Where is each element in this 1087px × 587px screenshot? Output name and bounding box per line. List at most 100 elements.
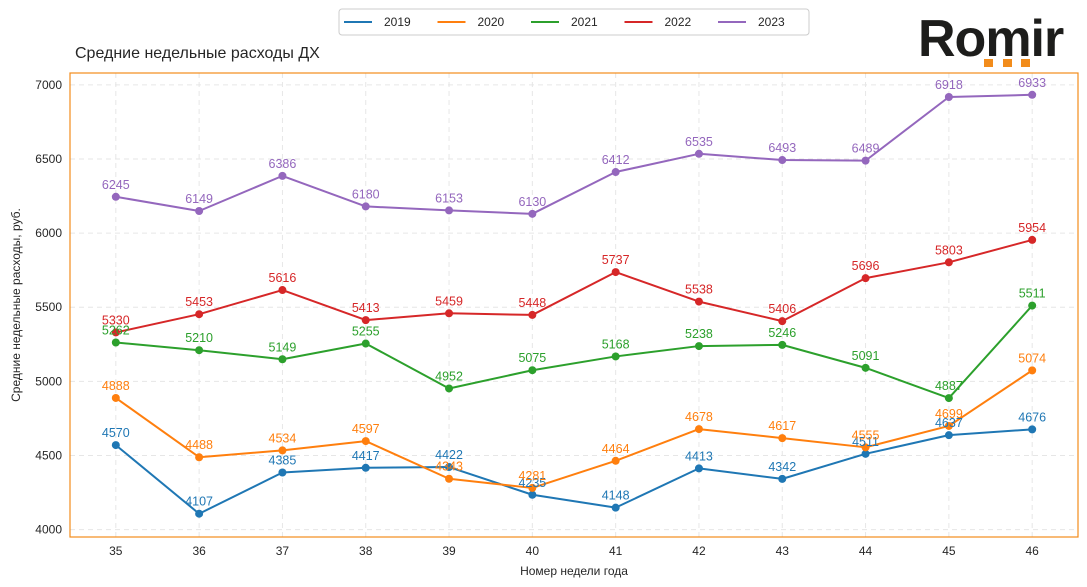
data-label: 5330 (102, 313, 130, 327)
grid (70, 73, 1078, 537)
plot-frame (69, 72, 1079, 538)
data-label: 6535 (685, 135, 713, 149)
data-label: 5238 (685, 327, 713, 341)
data-label: 4555 (852, 428, 880, 442)
data-label: 5737 (602, 253, 630, 267)
data-label: 5255 (352, 325, 380, 339)
data-point (778, 156, 787, 165)
data-point (445, 463, 454, 472)
data-label: 5538 (685, 283, 713, 297)
x-tick-label: 41 (609, 544, 623, 558)
data-label: 4597 (352, 422, 380, 436)
data-point (445, 206, 454, 215)
data-label: 4570 (102, 426, 130, 440)
x-tick-label: 44 (859, 544, 873, 558)
legend-item-2019: 2019 (344, 15, 411, 29)
series-2020 (111, 366, 1037, 492)
data-label: 4235 (518, 476, 546, 490)
data-point (778, 340, 787, 349)
data-point (1028, 366, 1037, 375)
data-label: 5075 (518, 351, 546, 365)
x-tick-label: 46 (1026, 544, 1040, 558)
data-label: 6180 (352, 187, 380, 201)
data-label: 4488 (185, 438, 213, 452)
y-tick-label: 6500 (35, 152, 62, 166)
data-label: 6493 (768, 141, 796, 155)
data-point (1028, 425, 1037, 434)
data-point (195, 453, 204, 462)
logo-dot (1021, 59, 1030, 67)
series-2022 (111, 235, 1037, 337)
data-point (278, 286, 287, 295)
data-point (195, 346, 204, 355)
data-point (611, 268, 620, 277)
x-tick-label: 35 (109, 544, 123, 558)
data-label: 4637 (935, 416, 963, 430)
data-point (611, 352, 620, 361)
chart-title: Средние недельные расходы ДХ (75, 45, 320, 62)
data-point (445, 309, 454, 318)
series-line-2019 (115, 428, 1033, 515)
legend-item-2021: 2021 (531, 15, 598, 29)
logo-dot (984, 59, 993, 67)
data-point (861, 443, 870, 452)
data-label: 4511 (852, 435, 879, 449)
legend-label: 2020 (478, 15, 505, 29)
y-tick-label: 5000 (35, 374, 62, 388)
data-label: 4464 (602, 442, 630, 456)
data-label: 4148 (602, 489, 630, 503)
data-point (944, 258, 953, 267)
data-label: 5406 (768, 302, 796, 316)
data-label: 4534 (269, 431, 297, 445)
y-axis-ticks: 4000 4500 5000 5500 6000 6500 7000 (35, 78, 62, 537)
data-point (1028, 90, 1037, 99)
x-axis-label: Номер недели года (520, 564, 628, 578)
series-2019 (111, 425, 1037, 518)
data-labels: 4570 4107 4385 4417 4422 4235 4148 4413 4342 4511… (102, 76, 1046, 509)
series-2023 (111, 90, 1037, 218)
data-point (111, 338, 120, 347)
data-point (694, 464, 703, 473)
data-label: 5453 (185, 295, 213, 309)
data-label: 5074 (1018, 351, 1046, 365)
x-tick-label: 43 (776, 544, 790, 558)
y-tick-label: 7000 (35, 78, 62, 92)
data-point (445, 384, 454, 393)
data-point (944, 394, 953, 403)
data-point (361, 463, 370, 472)
legend-item-2020: 2020 (437, 15, 505, 29)
data-point (278, 355, 287, 364)
data-label: 6153 (435, 191, 463, 205)
data-point (778, 317, 787, 326)
data-point (861, 156, 870, 165)
data-label: 4413 (685, 449, 713, 463)
data-label: 4342 (768, 460, 796, 474)
series-line-2022 (115, 238, 1033, 334)
data-point (861, 274, 870, 283)
legend-item-2022: 2022 (624, 15, 692, 29)
data-label: 4952 (435, 369, 463, 383)
data-point (944, 93, 953, 102)
data-point (861, 363, 870, 372)
data-point (694, 425, 703, 434)
data-point (445, 474, 454, 483)
data-label: 4678 (685, 410, 713, 424)
data-label: 5246 (768, 326, 796, 340)
data-point (195, 207, 204, 216)
legend-label: 2022 (665, 15, 692, 29)
data-label: 6245 (102, 178, 130, 192)
data-point (111, 441, 120, 450)
logo-text: Romir (918, 10, 1064, 68)
legend-label: 2021 (571, 15, 598, 29)
data-label: 5448 (518, 296, 546, 310)
data-label: 5696 (852, 259, 880, 273)
data-label: 6386 (269, 157, 297, 171)
data-point (694, 149, 703, 158)
y-axis-label: Средние недельные расходы, руб. (9, 208, 23, 402)
legend-box (338, 8, 810, 36)
data-point (611, 503, 620, 512)
data-point (694, 297, 703, 306)
x-tick-label: 39 (442, 544, 456, 558)
data-point (361, 202, 370, 211)
